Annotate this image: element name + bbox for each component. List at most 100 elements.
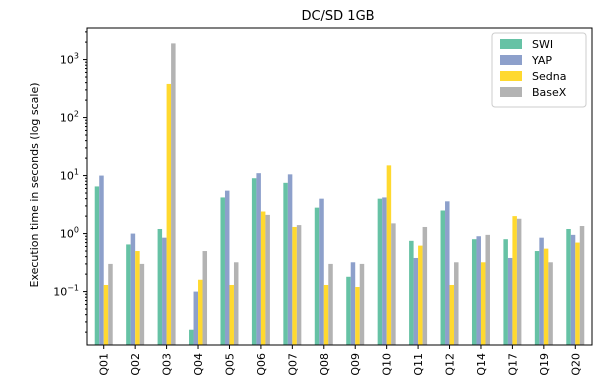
bar-swi-q12 xyxy=(440,210,446,345)
bar-basex-q06 xyxy=(265,214,270,345)
bar-basex-q11 xyxy=(422,226,428,345)
bar-yap-q17 xyxy=(507,257,513,345)
bar-yap-q09 xyxy=(350,262,356,345)
legend-swatch-swi xyxy=(500,39,522,49)
bar-sedna-q09 xyxy=(355,286,360,345)
bar-sedna-q08 xyxy=(323,284,329,345)
bar-basex-q10 xyxy=(391,223,396,345)
bar-swi-q05 xyxy=(220,197,225,345)
bar-basex-q09 xyxy=(359,263,365,345)
bar-basex-q08 xyxy=(328,263,333,345)
x-tick-label: Q20 xyxy=(569,353,582,376)
bar-swi-q09 xyxy=(346,276,351,345)
bar-sedna-q01 xyxy=(103,284,109,345)
bar-swi-q02 xyxy=(126,244,131,345)
x-tick-label: Q09 xyxy=(349,353,362,376)
x-tick-label: Q04 xyxy=(192,353,205,376)
y-axis: 10−1 100 101 102 103 xyxy=(53,31,87,333)
bar-yap-q10 xyxy=(382,197,387,345)
bar-yap-q19 xyxy=(539,237,544,345)
bar-basex-q05 xyxy=(233,262,239,345)
bar-basex-q12 xyxy=(454,262,459,345)
x-tick-label: Q14 xyxy=(475,353,488,376)
legend-swatch-sedna xyxy=(500,71,522,81)
legend: SWI YAP Sedna BaseX xyxy=(491,32,587,108)
bar-yap-q12 xyxy=(445,201,450,345)
bar-sedna-q06 xyxy=(260,211,266,345)
bar-yap-q01 xyxy=(99,175,104,345)
bar-sedna-q04 xyxy=(198,279,203,345)
bar-sedna-q10 xyxy=(386,165,392,345)
bar-basex-q17 xyxy=(516,218,522,345)
bar-sedna-q05 xyxy=(229,284,234,345)
legend-swatch-basex xyxy=(500,87,522,97)
bar-swi-q14 xyxy=(471,239,477,345)
legend-label-sedna: Sedna xyxy=(532,70,566,83)
bar-sedna-q02 xyxy=(135,251,140,345)
x-tick-label: Q03 xyxy=(161,353,174,376)
bar-sedna-q11 xyxy=(418,245,423,345)
x-tick-label: Q17 xyxy=(506,353,519,376)
bar-swi-q06 xyxy=(251,178,257,345)
y-tick-label: 103 xyxy=(60,52,79,67)
y-axis-title: Execution time in seconds (log scale) xyxy=(28,83,41,288)
bar-sedna-q19 xyxy=(543,248,549,345)
bar-yap-q06 xyxy=(256,173,261,345)
bar-sedna-q14 xyxy=(480,262,486,345)
bar-sedna-q12 xyxy=(449,284,455,345)
x-tick-label: Q12 xyxy=(444,353,457,376)
bar-basex-q03 xyxy=(171,43,176,345)
bar-yap-q14 xyxy=(476,236,481,345)
bar-swi-q17 xyxy=(503,239,508,345)
x-tick-label: Q06 xyxy=(255,353,268,376)
bar-basex-q07 xyxy=(296,225,302,345)
bar-basex-q19 xyxy=(548,262,553,345)
bar-basex-q20 xyxy=(579,226,585,345)
bars-group xyxy=(94,43,585,346)
bar-yap-q05 xyxy=(224,190,230,345)
bar-yap-q02 xyxy=(130,233,136,345)
bar-swi-q04 xyxy=(189,329,194,345)
bar-yap-q08 xyxy=(319,198,324,345)
bar-swi-q10 xyxy=(377,198,383,345)
plot-frame xyxy=(86,27,593,346)
bar-yap-q03 xyxy=(162,237,167,345)
bar-yap-q20 xyxy=(570,234,576,345)
y-tick-label: 100 xyxy=(60,226,79,241)
bar-basex-q01 xyxy=(108,263,113,345)
bar-basex-q04 xyxy=(202,251,208,345)
bar-yap-q07 xyxy=(287,174,293,345)
x-tick-label: Q07 xyxy=(286,353,299,376)
chart-title: DC/SD 1GB xyxy=(301,9,374,24)
x-tick-label: Q02 xyxy=(129,353,142,376)
legend-label-yap: YAP xyxy=(531,54,552,67)
x-tick-label: Q01 xyxy=(98,353,111,376)
x-tick-label: Q11 xyxy=(412,353,425,376)
bar-swi-q19 xyxy=(534,251,540,345)
bar-yap-q04 xyxy=(193,291,199,345)
legend-label-swi: SWI xyxy=(532,38,553,51)
y-tick-label: 102 xyxy=(60,110,79,125)
bar-swi-q03 xyxy=(157,228,163,345)
legend-swatch-yap xyxy=(500,55,522,65)
bar-swi-q11 xyxy=(409,240,414,345)
bar-sedna-q20 xyxy=(575,242,580,345)
y-tick-label: 101 xyxy=(60,168,79,183)
bar-sedna-q03 xyxy=(166,83,172,346)
x-tick-label: Q10 xyxy=(381,353,394,376)
bar-yap-q11 xyxy=(413,257,419,345)
x-tick-label: Q05 xyxy=(224,353,237,376)
x-tick-label: Q08 xyxy=(318,353,331,376)
bar-swi-q08 xyxy=(314,207,320,345)
bar-basex-q14 xyxy=(485,234,490,345)
bar-sedna-q17 xyxy=(512,216,517,345)
bar-swi-q07 xyxy=(283,182,288,345)
bar-swi-q01 xyxy=(94,186,100,345)
x-axis: Q01 Q02 Q03 Q04 Q05 Q06 Q07 Q08 Q09 Q10 Q11 Q12 Q14 Q… xyxy=(98,345,582,376)
bar-sedna-q07 xyxy=(292,226,297,345)
bar-swi-q20 xyxy=(566,228,571,345)
y-tick-label: 10−1 xyxy=(53,284,79,299)
legend-label-basex: BaseX xyxy=(532,86,567,99)
x-tick-label: Q19 xyxy=(538,353,551,376)
